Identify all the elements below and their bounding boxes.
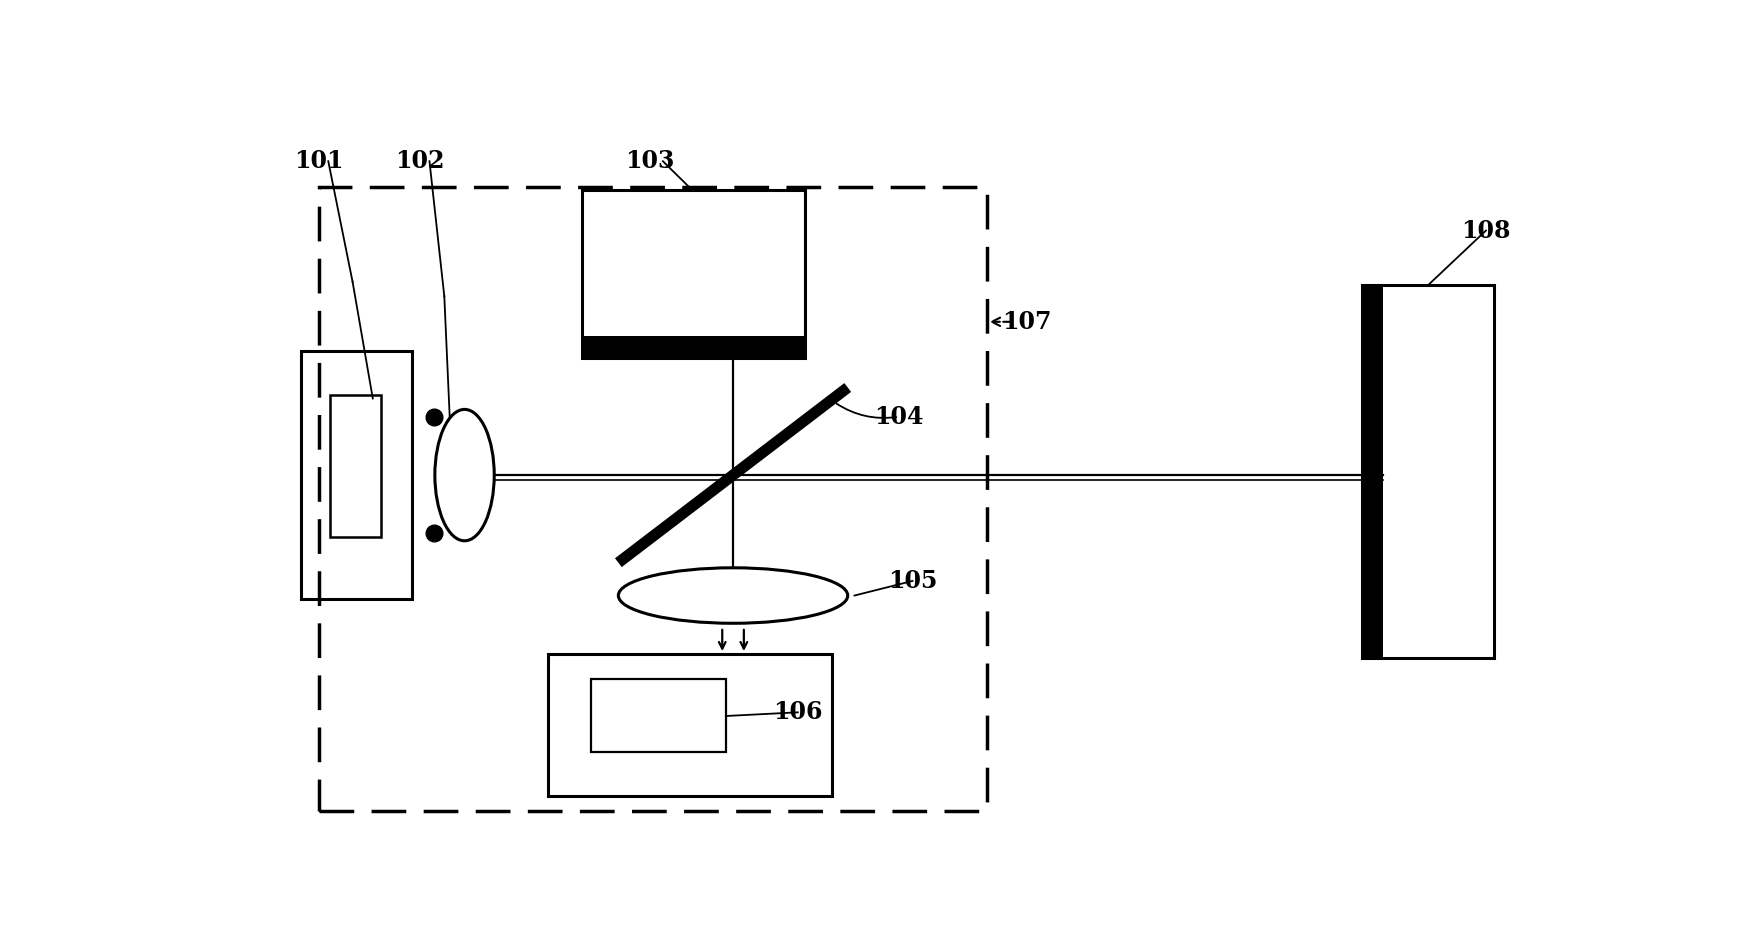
Bar xyxy=(319,187,987,811)
Ellipse shape xyxy=(618,568,848,623)
Text: 105: 105 xyxy=(888,569,937,592)
Text: 108: 108 xyxy=(1461,219,1511,243)
Text: 102: 102 xyxy=(395,149,444,173)
Text: 106: 106 xyxy=(773,701,822,724)
Bar xyxy=(1361,285,1384,658)
Text: 107: 107 xyxy=(1003,310,1052,334)
Bar xyxy=(329,394,381,538)
Bar xyxy=(581,337,804,358)
Bar xyxy=(1361,285,1494,658)
Bar xyxy=(301,351,413,599)
Bar xyxy=(581,191,804,358)
Text: 103: 103 xyxy=(625,149,674,173)
Ellipse shape xyxy=(435,410,494,540)
Text: 104: 104 xyxy=(874,405,924,428)
Bar xyxy=(548,654,832,796)
Bar xyxy=(592,680,726,753)
Text: 101: 101 xyxy=(294,149,343,173)
